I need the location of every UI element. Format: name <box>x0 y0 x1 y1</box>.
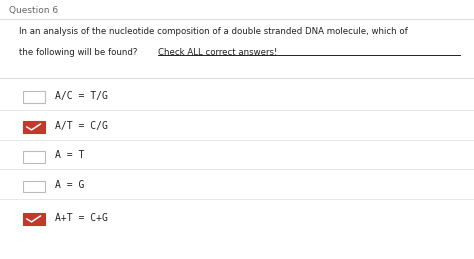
Text: A+T = C+G: A+T = C+G <box>55 213 109 222</box>
Text: Check ALL correct answers!: Check ALL correct answers! <box>158 48 277 57</box>
Text: In an analysis of the nucleotide composition of a double stranded DNA molecule, : In an analysis of the nucleotide composi… <box>19 27 408 36</box>
FancyBboxPatch shape <box>23 91 45 103</box>
FancyBboxPatch shape <box>23 181 45 192</box>
Text: Question 6: Question 6 <box>9 6 59 16</box>
Text: A = T: A = T <box>55 150 85 160</box>
Text: A/C = T/G: A/C = T/G <box>55 91 109 101</box>
Text: A = G: A = G <box>55 180 85 190</box>
Text: A/T = C/G: A/T = C/G <box>55 121 109 131</box>
FancyBboxPatch shape <box>23 213 45 225</box>
FancyBboxPatch shape <box>23 151 45 163</box>
FancyBboxPatch shape <box>23 121 45 133</box>
Text: the following will be found?: the following will be found? <box>19 48 140 57</box>
